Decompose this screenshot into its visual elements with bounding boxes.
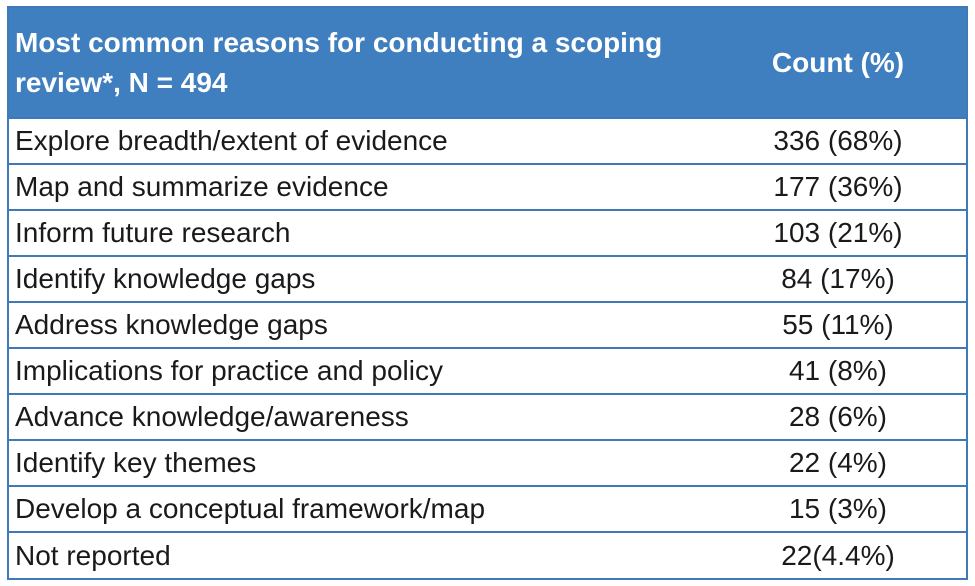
reason-cell: Develop a conceptual framework/map	[9, 485, 710, 532]
header-count: Count (%)	[710, 8, 966, 118]
table-row: Develop a conceptual framework/map 15 (3…	[9, 485, 966, 532]
reason-cell: Map and summarize evidence	[9, 163, 710, 210]
reason-cell: Identify key themes	[9, 439, 710, 486]
reasons-table: Most common reasons for conducting a sco…	[7, 6, 968, 580]
reason-cell: Not reported	[9, 531, 710, 578]
reason-cell: Advance knowledge/awareness	[9, 393, 710, 440]
count-cell: 41 (8%)	[710, 347, 966, 394]
reasons-table-grid: Most common reasons for conducting a sco…	[9, 8, 966, 578]
table-row: Explore breadth/extent of evidence 336 (…	[9, 117, 966, 164]
count-cell: 28 (6%)	[710, 393, 966, 440]
count-cell: 22 (4%)	[710, 439, 966, 486]
count-cell: 15 (3%)	[710, 485, 966, 532]
count-cell: 336 (68%)	[710, 117, 966, 164]
table-row: Inform future research 103 (21%)	[9, 209, 966, 256]
count-cell: 55 (11%)	[710, 301, 966, 348]
header-reason: Most common reasons for conducting a sco…	[9, 8, 710, 118]
table-row: Map and summarize evidence 177 (36%)	[9, 163, 966, 210]
reason-cell: Explore breadth/extent of evidence	[9, 117, 710, 164]
table-header: Most common reasons for conducting a sco…	[9, 8, 966, 118]
table-row: Not reported 22(4.4%)	[9, 531, 966, 578]
count-cell: 22(4.4%)	[710, 531, 966, 578]
header-row: Most common reasons for conducting a sco…	[9, 8, 966, 118]
table-body: Explore breadth/extent of evidence 336 (…	[9, 117, 966, 578]
count-cell: 177 (36%)	[710, 163, 966, 210]
table-row: Address knowledge gaps 55 (11%)	[9, 301, 966, 348]
table-row: Identify knowledge gaps 84 (17%)	[9, 255, 966, 302]
count-cell: 103 (21%)	[710, 209, 966, 256]
reason-cell: Implications for practice and policy	[9, 347, 710, 394]
table-row: Advance knowledge/awareness 28 (6%)	[9, 393, 966, 440]
count-cell: 84 (17%)	[710, 255, 966, 302]
table-row: Implications for practice and policy 41 …	[9, 347, 966, 394]
reason-cell: Inform future research	[9, 209, 710, 256]
reason-cell: Identify knowledge gaps	[9, 255, 710, 302]
table-row: Identify key themes 22 (4%)	[9, 439, 966, 486]
reason-cell: Address knowledge gaps	[9, 301, 710, 348]
